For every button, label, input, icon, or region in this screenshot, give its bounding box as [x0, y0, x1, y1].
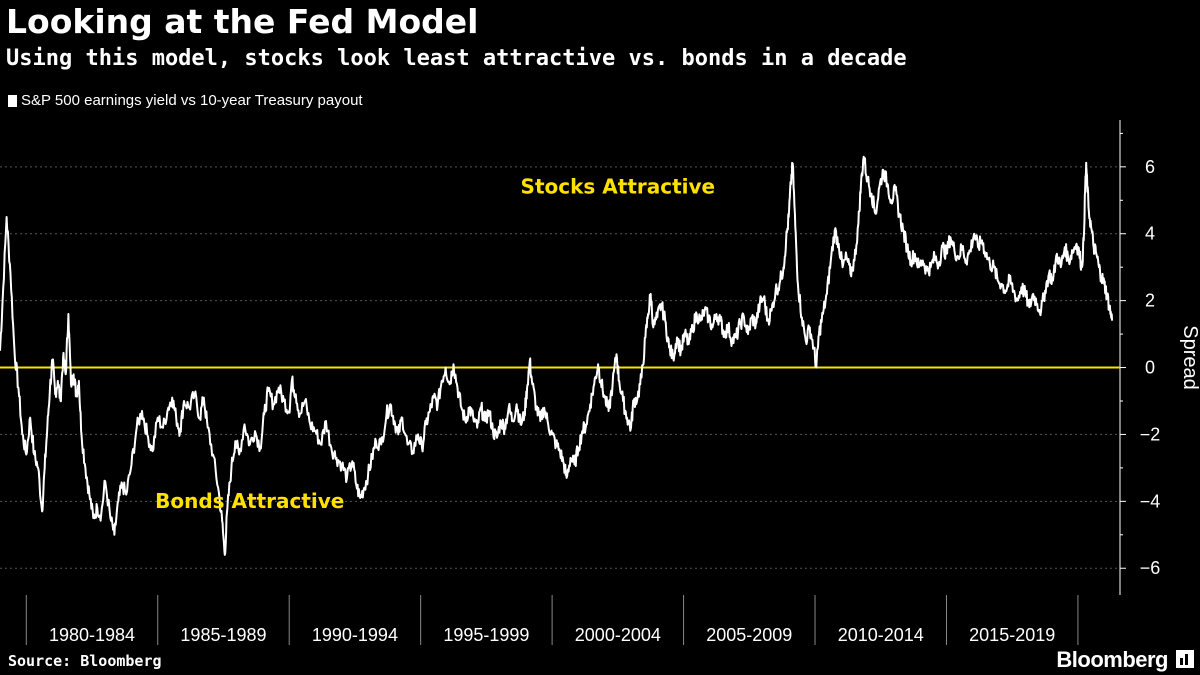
y-tick-label-3: 0	[1145, 358, 1155, 378]
x-tick-label-1: 1985-1989	[180, 625, 266, 645]
x-tick-label-2: 1990-1994	[312, 625, 398, 645]
x-tick-label-6: 2010-2014	[838, 625, 924, 645]
x-tick-label-4: 2000-2004	[575, 625, 661, 645]
legend-label: S&P 500 earnings yield vs 10-year Treasu…	[21, 92, 363, 109]
series-line-spread	[0, 155, 1114, 556]
page-title: Looking at the Fed Model	[6, 2, 479, 41]
y-tick-label-6: 6	[1145, 157, 1155, 177]
annotation-stocks-attractive: Stocks Attractive	[521, 175, 716, 199]
x-tick-label-0: 1980-1984	[49, 625, 135, 645]
grid-lines	[0, 166, 1120, 569]
y-axis: −6 −4 −2 0 2 4 6	[1119, 120, 1161, 595]
brand-logo: Bloomberg	[1056, 647, 1168, 672]
x-tick-label-5: 2005-2009	[706, 625, 792, 645]
x-tick-label-7: 2015-2019	[969, 625, 1055, 645]
x-tick-label-3: 1995-1999	[443, 625, 529, 645]
chart-legend: S&P 500 earnings yield vs 10-year Treasu…	[8, 92, 363, 109]
y-axis-label: Spread	[1179, 325, 1200, 390]
source-note: Source: Bloomberg	[8, 652, 162, 670]
y-tick-label-0: −6	[1140, 558, 1161, 578]
x-axis: 1980-1984 1985-1989 1990-1994 1995-1999 2000…	[25, 595, 1079, 645]
annotation-bonds-attractive: Bonds Attractive	[155, 489, 344, 513]
bloomberg-chart-icon	[1176, 650, 1194, 668]
legend-swatch	[8, 94, 17, 107]
y-tick-label-4: 2	[1145, 291, 1155, 311]
y-tick-label-2: −2	[1140, 424, 1161, 444]
y-tick-label-1: −4	[1140, 491, 1161, 511]
page-subtitle: Using this model, stocks look least attr…	[6, 46, 907, 71]
y-tick-label-5: 4	[1145, 224, 1155, 244]
